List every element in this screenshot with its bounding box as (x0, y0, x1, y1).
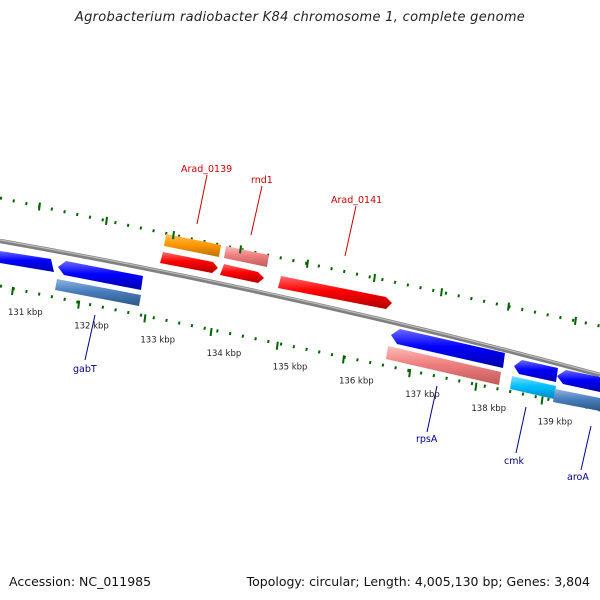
scale-tick-131 (11, 286, 14, 296)
gene-label-arad-0139: Arad_0139 (181, 164, 232, 175)
outer-major-tick (574, 316, 577, 325)
gene-arad-0139 (160, 252, 218, 273)
scale-tick-135 (275, 341, 279, 350)
scale-label-134: 134 kbp (207, 349, 242, 359)
scale-label-131: 131 kbp (8, 308, 43, 318)
map-title: Agrobacterium radiobacter K84 chromosome… (74, 10, 526, 25)
gene-cmk-cog (510, 376, 556, 399)
outer-major-tick (507, 302, 510, 311)
outer-major-tick (105, 216, 108, 225)
gene-gabT (58, 261, 143, 290)
scale-tick-134 (209, 327, 213, 337)
outer-major-tick (373, 273, 376, 283)
outer-major-tick (38, 202, 41, 211)
gene-label-cmk: cmk (504, 456, 524, 467)
gene-rpsA-cog (386, 346, 501, 385)
gene-label-arad-0141: Arad_0141 (331, 195, 382, 206)
scale-label-133: 133 kbp (140, 335, 175, 345)
genome-summary-text: Topology: circular; Length: 4,005,130 bp… (246, 574, 590, 589)
gene-label-rpsA: rpsA (416, 434, 438, 445)
gene-aroA (557, 370, 600, 392)
scale-tick-132 (77, 300, 81, 309)
chromosome-backbone (0, 238, 600, 378)
scale-label-138: 138 kbp (471, 404, 506, 414)
accession-text: Accession: NC_011985 (9, 574, 152, 589)
scale-label-137: 137 kbp (405, 390, 440, 400)
gene-label-rnd1: rnd1 (251, 175, 273, 186)
scale-label-136: 136 kbp (339, 376, 374, 386)
gene-label-aroA: aroA (567, 472, 589, 483)
minus-strand-genes (0, 251, 600, 411)
outer-major-tick (306, 259, 309, 268)
scale-ticks: 131 kbp 132 kbp 133 kbp 134 kbp 135 kbp 136 k… (8, 202, 577, 427)
scale-tick-133 (143, 314, 147, 323)
gene-rnd1 (220, 264, 264, 283)
outer-major-tick (239, 245, 242, 254)
scale-tick-136 (342, 355, 345, 364)
scale-tick-137 (408, 368, 412, 378)
outer-dotted-ring (0, 196, 600, 328)
plus-strand-genes (160, 234, 392, 309)
backbone-highlight (0, 239, 600, 375)
gene-aroA-cog (553, 389, 600, 411)
scale-tick-138 (474, 382, 478, 391)
gene-arad-0141 (278, 276, 392, 309)
inner-dotted-ring (0, 284, 600, 412)
scale-label-132: 132 kbp (74, 322, 109, 332)
outer-major-tick (172, 230, 175, 240)
gene-left-fragment (0, 251, 54, 272)
gene-gabT-cog (55, 279, 141, 306)
label-leaders (84, 174, 592, 471)
scale-tick-139 (540, 396, 544, 405)
gene-rnd1-cog (224, 246, 269, 267)
gene-rpsA (391, 329, 505, 368)
gene-cmk (514, 360, 558, 382)
gene-label-gabT: gabT (73, 364, 97, 375)
scale-label-139: 139 kbp (538, 417, 573, 427)
outer-major-tick (440, 288, 443, 297)
gene-arad-0139-cog (164, 234, 221, 257)
scale-label-135: 135 kbp (273, 363, 308, 373)
